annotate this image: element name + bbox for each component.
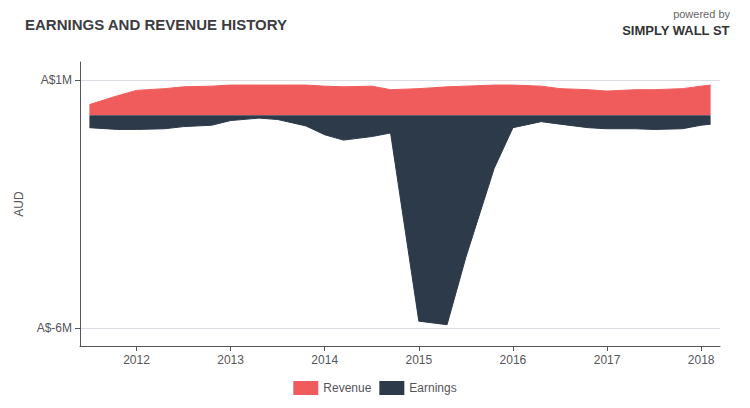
svg-text:powered by: powered by (673, 8, 730, 20)
svg-text:2018: 2018 (688, 353, 715, 367)
svg-text:A$-6M: A$-6M (37, 321, 72, 335)
svg-text:Earnings: Earnings (409, 381, 456, 395)
svg-text:2017: 2017 (594, 353, 621, 367)
svg-text:AUD: AUD (12, 191, 26, 217)
svg-text:2014: 2014 (311, 353, 338, 367)
svg-text:SIMPLY WALL ST: SIMPLY WALL ST (622, 23, 729, 38)
svg-text:2016: 2016 (500, 353, 527, 367)
svg-text:Revenue: Revenue (323, 381, 371, 395)
svg-text:EARNINGS AND REVENUE HISTORY: EARNINGS AND REVENUE HISTORY (25, 16, 287, 33)
svg-text:2015: 2015 (405, 353, 432, 367)
svg-text:2013: 2013 (217, 353, 244, 367)
svg-text:2012: 2012 (123, 353, 150, 367)
svg-text:A$1M: A$1M (41, 73, 72, 87)
